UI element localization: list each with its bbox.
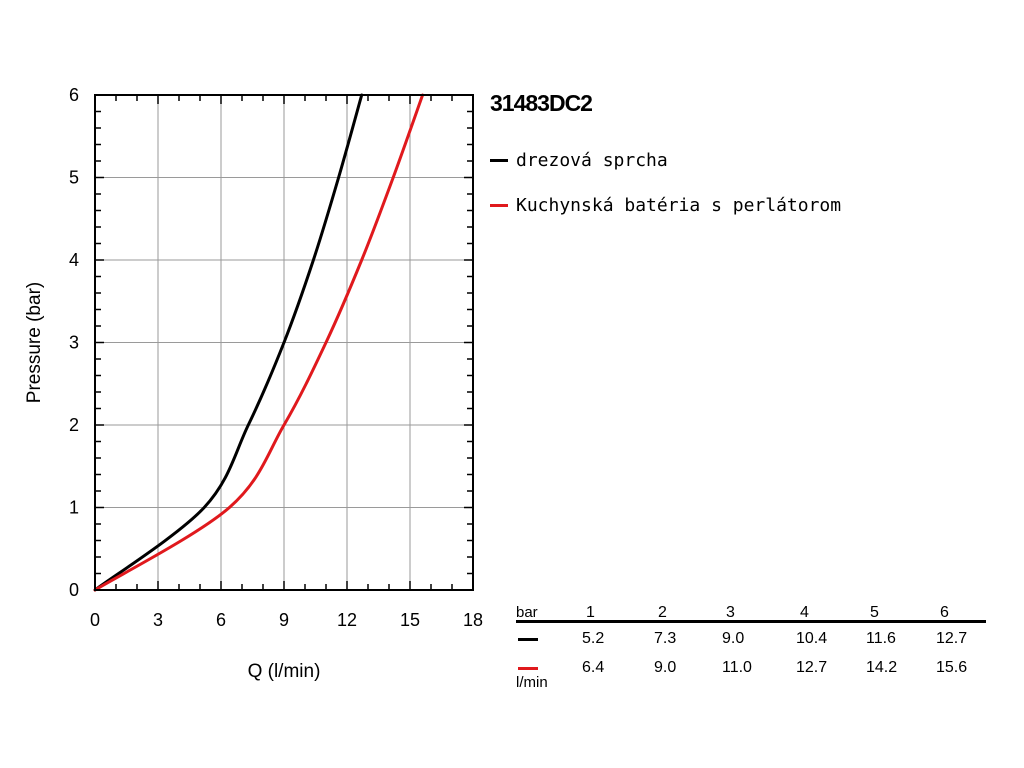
x-tick-label: 18 bbox=[463, 610, 483, 630]
table-flow-cell: 5.2 bbox=[582, 630, 605, 647]
table-flow-unit: l/min bbox=[516, 674, 548, 691]
table-flow-cell: 11.6 bbox=[866, 630, 896, 647]
table-flow-cell: 6.4 bbox=[582, 659, 605, 676]
x-tick-label: 9 bbox=[279, 610, 289, 630]
y-tick-label: 0 bbox=[69, 580, 79, 600]
table-flow-cell: 11.0 bbox=[722, 659, 752, 676]
legend-swatch-series-1 bbox=[490, 159, 508, 162]
table-pressure-unit: bar bbox=[516, 604, 538, 621]
table-flow-cell: 12.7 bbox=[796, 659, 828, 676]
y-axis-label: Pressure (bar) bbox=[24, 282, 45, 403]
table-row-swatch-2 bbox=[518, 667, 538, 670]
y-tick-label: 5 bbox=[69, 168, 79, 188]
table-pressure-header: 3 bbox=[726, 604, 735, 621]
y-tick-label: 1 bbox=[69, 498, 79, 518]
x-tick-label: 0 bbox=[90, 610, 100, 630]
legend-item-series-2: Kuchynská batéria s perlátorom bbox=[490, 195, 841, 216]
product-title: 31483DC2 bbox=[490, 90, 593, 116]
table-pressure-header: 4 bbox=[800, 604, 809, 621]
table-flow-cell: 9.0 bbox=[722, 630, 745, 647]
series-line-1 bbox=[93, 93, 364, 592]
x-tick-label: 3 bbox=[153, 610, 163, 630]
table-pressure-header: 5 bbox=[870, 604, 879, 621]
table-pressure-header: 2 bbox=[658, 604, 667, 621]
table-flow-cell: 7.3 bbox=[654, 630, 677, 647]
series-line-2 bbox=[93, 93, 425, 592]
y-tick-label: 6 bbox=[69, 85, 79, 105]
flow-table: bar 1 2 3 4 5 6 5.2 7.3 9.0 10.4 11.6 12.7 6.4 9.0 11.0… bbox=[516, 604, 986, 694]
table-flow-cell: 12.7 bbox=[936, 630, 968, 647]
table-pressure-header: 6 bbox=[940, 604, 949, 621]
y-tick-label: 4 bbox=[69, 250, 79, 270]
legend-item-series-1: drezová sprcha bbox=[490, 150, 668, 171]
table-flow-cell: 14.2 bbox=[866, 659, 898, 676]
table-flow-cell: 15.6 bbox=[936, 659, 968, 676]
table-pressure-header: 1 bbox=[586, 604, 595, 621]
y-tick-label: 3 bbox=[69, 333, 79, 353]
chart-grid bbox=[95, 95, 473, 590]
x-tick-label: 15 bbox=[400, 610, 420, 630]
legend-label-series-1: drezová sprcha bbox=[516, 150, 668, 171]
chart-series bbox=[93, 93, 425, 592]
x-tick-label: 12 bbox=[337, 610, 357, 630]
chart-frame bbox=[94, 94, 474, 591]
legend-label-series-2: Kuchynská batéria s perlátorom bbox=[516, 195, 842, 216]
y-tick-label: 2 bbox=[69, 415, 79, 435]
x-tick-label: 6 bbox=[216, 610, 226, 630]
table-row-swatch-1 bbox=[518, 638, 538, 641]
table-flow-cell: 10.4 bbox=[796, 630, 828, 647]
legend-swatch-series-2 bbox=[490, 204, 508, 207]
x-axis-label: Q (l/min) bbox=[248, 661, 321, 682]
table-header-rule bbox=[516, 620, 986, 623]
table-flow-cell: 9.0 bbox=[654, 659, 677, 676]
